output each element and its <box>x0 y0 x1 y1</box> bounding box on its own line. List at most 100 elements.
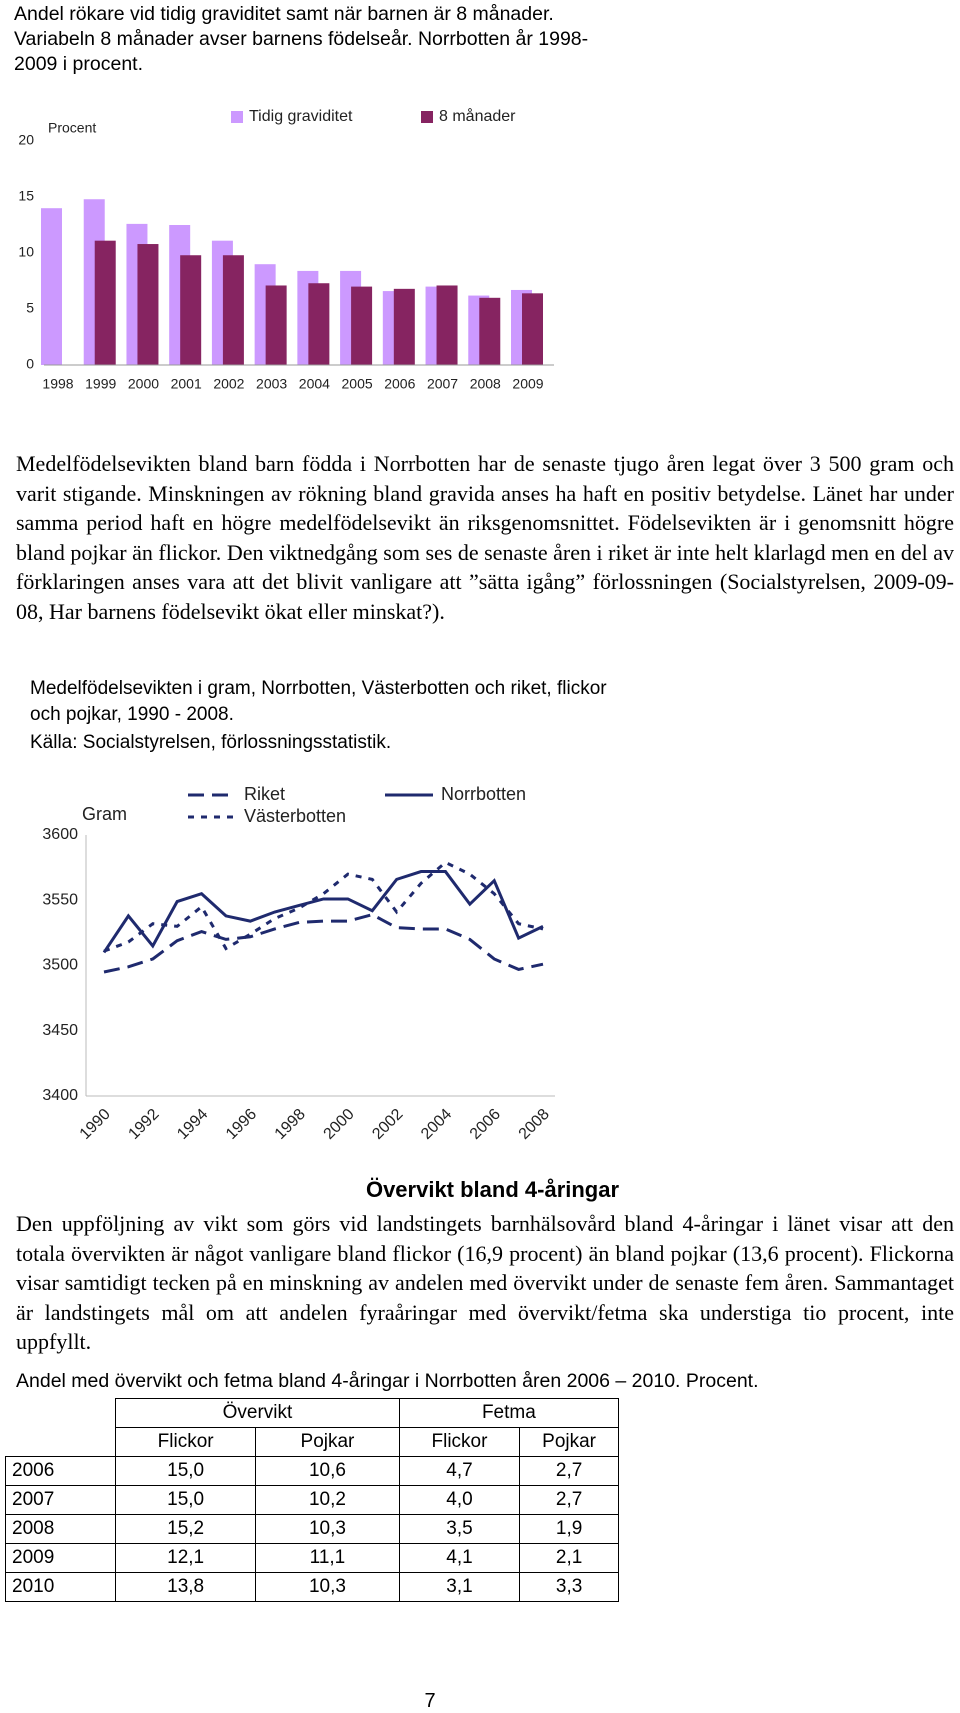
legend-label: Västerbotten <box>244 806 346 826</box>
y-tick-label: 3400 <box>42 1087 78 1104</box>
table-cell: 15,0 <box>115 1456 257 1486</box>
x-tick-label: 2005 <box>342 376 373 392</box>
x-tick-label: 2002 <box>213 376 244 392</box>
x-tick-label: 2006 <box>384 376 415 392</box>
table-cell: 11,1 <box>255 1543 400 1573</box>
bar <box>94 240 116 365</box>
legend-label: Norrbotten <box>441 784 526 804</box>
x-tick-label: 2004 <box>418 1106 455 1143</box>
legend-swatch <box>231 111 243 123</box>
line-series <box>102 870 544 954</box>
table-cell: 3,5 <box>398 1514 521 1544</box>
table-cell: 10,3 <box>255 1572 400 1602</box>
bar <box>436 285 458 365</box>
table-cell: 2007 <box>4 1485 117 1515</box>
y-axis-label: Procent <box>48 120 96 136</box>
y-tick-label: 3500 <box>42 957 78 974</box>
chart-title: Andel rökare vid tidig graviditet samt n… <box>14 3 589 75</box>
table: Övervikt Fetma Flickor Pojkar Flickor Pojkar 2… <box>4 1398 620 1602</box>
x-tick-label: 2008 <box>516 1106 553 1143</box>
y-tick-label: 0 <box>26 356 34 372</box>
bar <box>137 244 159 365</box>
table-cell: 15,0 <box>115 1485 257 1515</box>
bar <box>222 255 244 365</box>
x-tick-label: 2009 <box>512 376 543 392</box>
x-tick-label: 1990 <box>77 1106 114 1143</box>
y-tick-label: 10 <box>18 244 34 260</box>
x-tick-label: 1998 <box>272 1106 309 1143</box>
table-row: Flickor Pojkar Flickor Pojkar <box>5 1427 619 1457</box>
table-cell: 12,1 <box>115 1543 257 1573</box>
section-heading: Övervikt bland 4-åringar <box>365 1177 620 1202</box>
table-cell: Flickor <box>398 1427 521 1457</box>
table-cell: 10,6 <box>255 1456 400 1486</box>
legend-swatch <box>421 111 433 123</box>
bar <box>308 283 330 365</box>
paragraph: Medelfödelsevikten bland barn födda i No… <box>16 451 954 624</box>
bar <box>522 293 543 365</box>
table-cell: Övervikt <box>115 1398 400 1428</box>
page-number: 7 <box>424 1690 436 1712</box>
table-cell: 10,2 <box>255 1485 400 1515</box>
x-tick-label: 2000 <box>321 1106 358 1143</box>
x-tick-label: 2003 <box>256 376 287 392</box>
table-row: 2009 12,1 11,1 4,1 2,1 <box>4 1543 619 1573</box>
table-cell: 2,1 <box>519 1543 619 1573</box>
x-tick-label: 2004 <box>299 376 330 392</box>
x-tick-label: 2002 <box>369 1106 406 1143</box>
line-chart: 3400 3450 3500 3550 3600 1990 1992 1994 1996 1998… <box>42 784 555 1143</box>
table-cell: 2008 <box>4 1514 117 1544</box>
table-cell: 13,8 <box>115 1572 257 1602</box>
table-cell: 4,0 <box>398 1485 521 1515</box>
bar <box>479 297 501 365</box>
table-cell: 15,2 <box>115 1514 257 1544</box>
table-cell: 3,3 <box>519 1572 619 1602</box>
bar-chart: 0 5 10 15 20 Procent Tidig graviditet 8 månader… <box>18 107 554 392</box>
table-row: Övervikt Fetma <box>5 1398 620 1428</box>
table-cell: Fetma <box>398 1398 620 1428</box>
y-tick-label: 15 <box>18 188 34 204</box>
table-cell: 4,7 <box>398 1456 521 1486</box>
y-tick-label: 20 <box>18 132 34 148</box>
chart-title: Medelfödelsevikten i gram, Norrbotten, V… <box>30 678 607 725</box>
table-cell <box>5 1427 117 1457</box>
x-tick-label: 1996 <box>223 1106 260 1143</box>
x-tick-label: 1994 <box>174 1106 211 1143</box>
table-cell: Pojkar <box>255 1427 400 1457</box>
x-tick-label: 2008 <box>470 376 501 392</box>
x-tick-label: 2000 <box>128 376 159 392</box>
y-tick-label: 3450 <box>42 1022 78 1039</box>
bar <box>180 255 202 365</box>
x-tick-label: 1992 <box>125 1106 162 1143</box>
bar <box>41 208 62 365</box>
line-series <box>103 860 544 953</box>
y-tick-label: 5 <box>26 300 34 316</box>
table-title: Andel med övervikt och fetma bland 4-åri… <box>16 1370 759 1392</box>
x-tick-label: 2007 <box>427 376 458 392</box>
x-tick-label: 1998 <box>42 376 73 392</box>
table-cell: 10,3 <box>255 1514 400 1544</box>
x-tick-label: 2001 <box>171 376 202 392</box>
table-cell: Pojkar <box>519 1427 619 1457</box>
table-cell: 2010 <box>4 1572 117 1602</box>
table-cell: 2006 <box>4 1456 117 1486</box>
table-row: 2010 13,8 10,3 3,1 3,3 <box>4 1572 619 1602</box>
legend-label: Riket <box>244 784 285 804</box>
table-cell: 1,9 <box>519 1514 619 1544</box>
y-tick-label: 3550 <box>42 891 78 908</box>
table-row: 2006 15,0 10,6 4,7 2,7 <box>4 1456 619 1486</box>
table-cell: Flickor <box>115 1427 257 1457</box>
y-tick-label: 3600 <box>42 826 78 843</box>
bar <box>351 286 373 365</box>
paragraph: Den uppföljning av vikt som görs vid lan… <box>16 1211 954 1354</box>
table-cell: 3,1 <box>398 1572 521 1602</box>
table-cell: 4,1 <box>398 1543 521 1573</box>
table-row: 2007 15,0 10,2 4,0 2,7 <box>4 1485 619 1515</box>
table-cell: 2,7 <box>519 1485 619 1515</box>
table-cell <box>5 1398 117 1428</box>
chart-subtitle: Källa: Socialstyrelsen, förlossningsstat… <box>30 732 392 753</box>
x-tick-label: 1999 <box>85 376 116 392</box>
table-row: 2008 15,2 10,3 3,5 1,9 <box>4 1514 619 1544</box>
table-cell: 2009 <box>4 1543 117 1573</box>
